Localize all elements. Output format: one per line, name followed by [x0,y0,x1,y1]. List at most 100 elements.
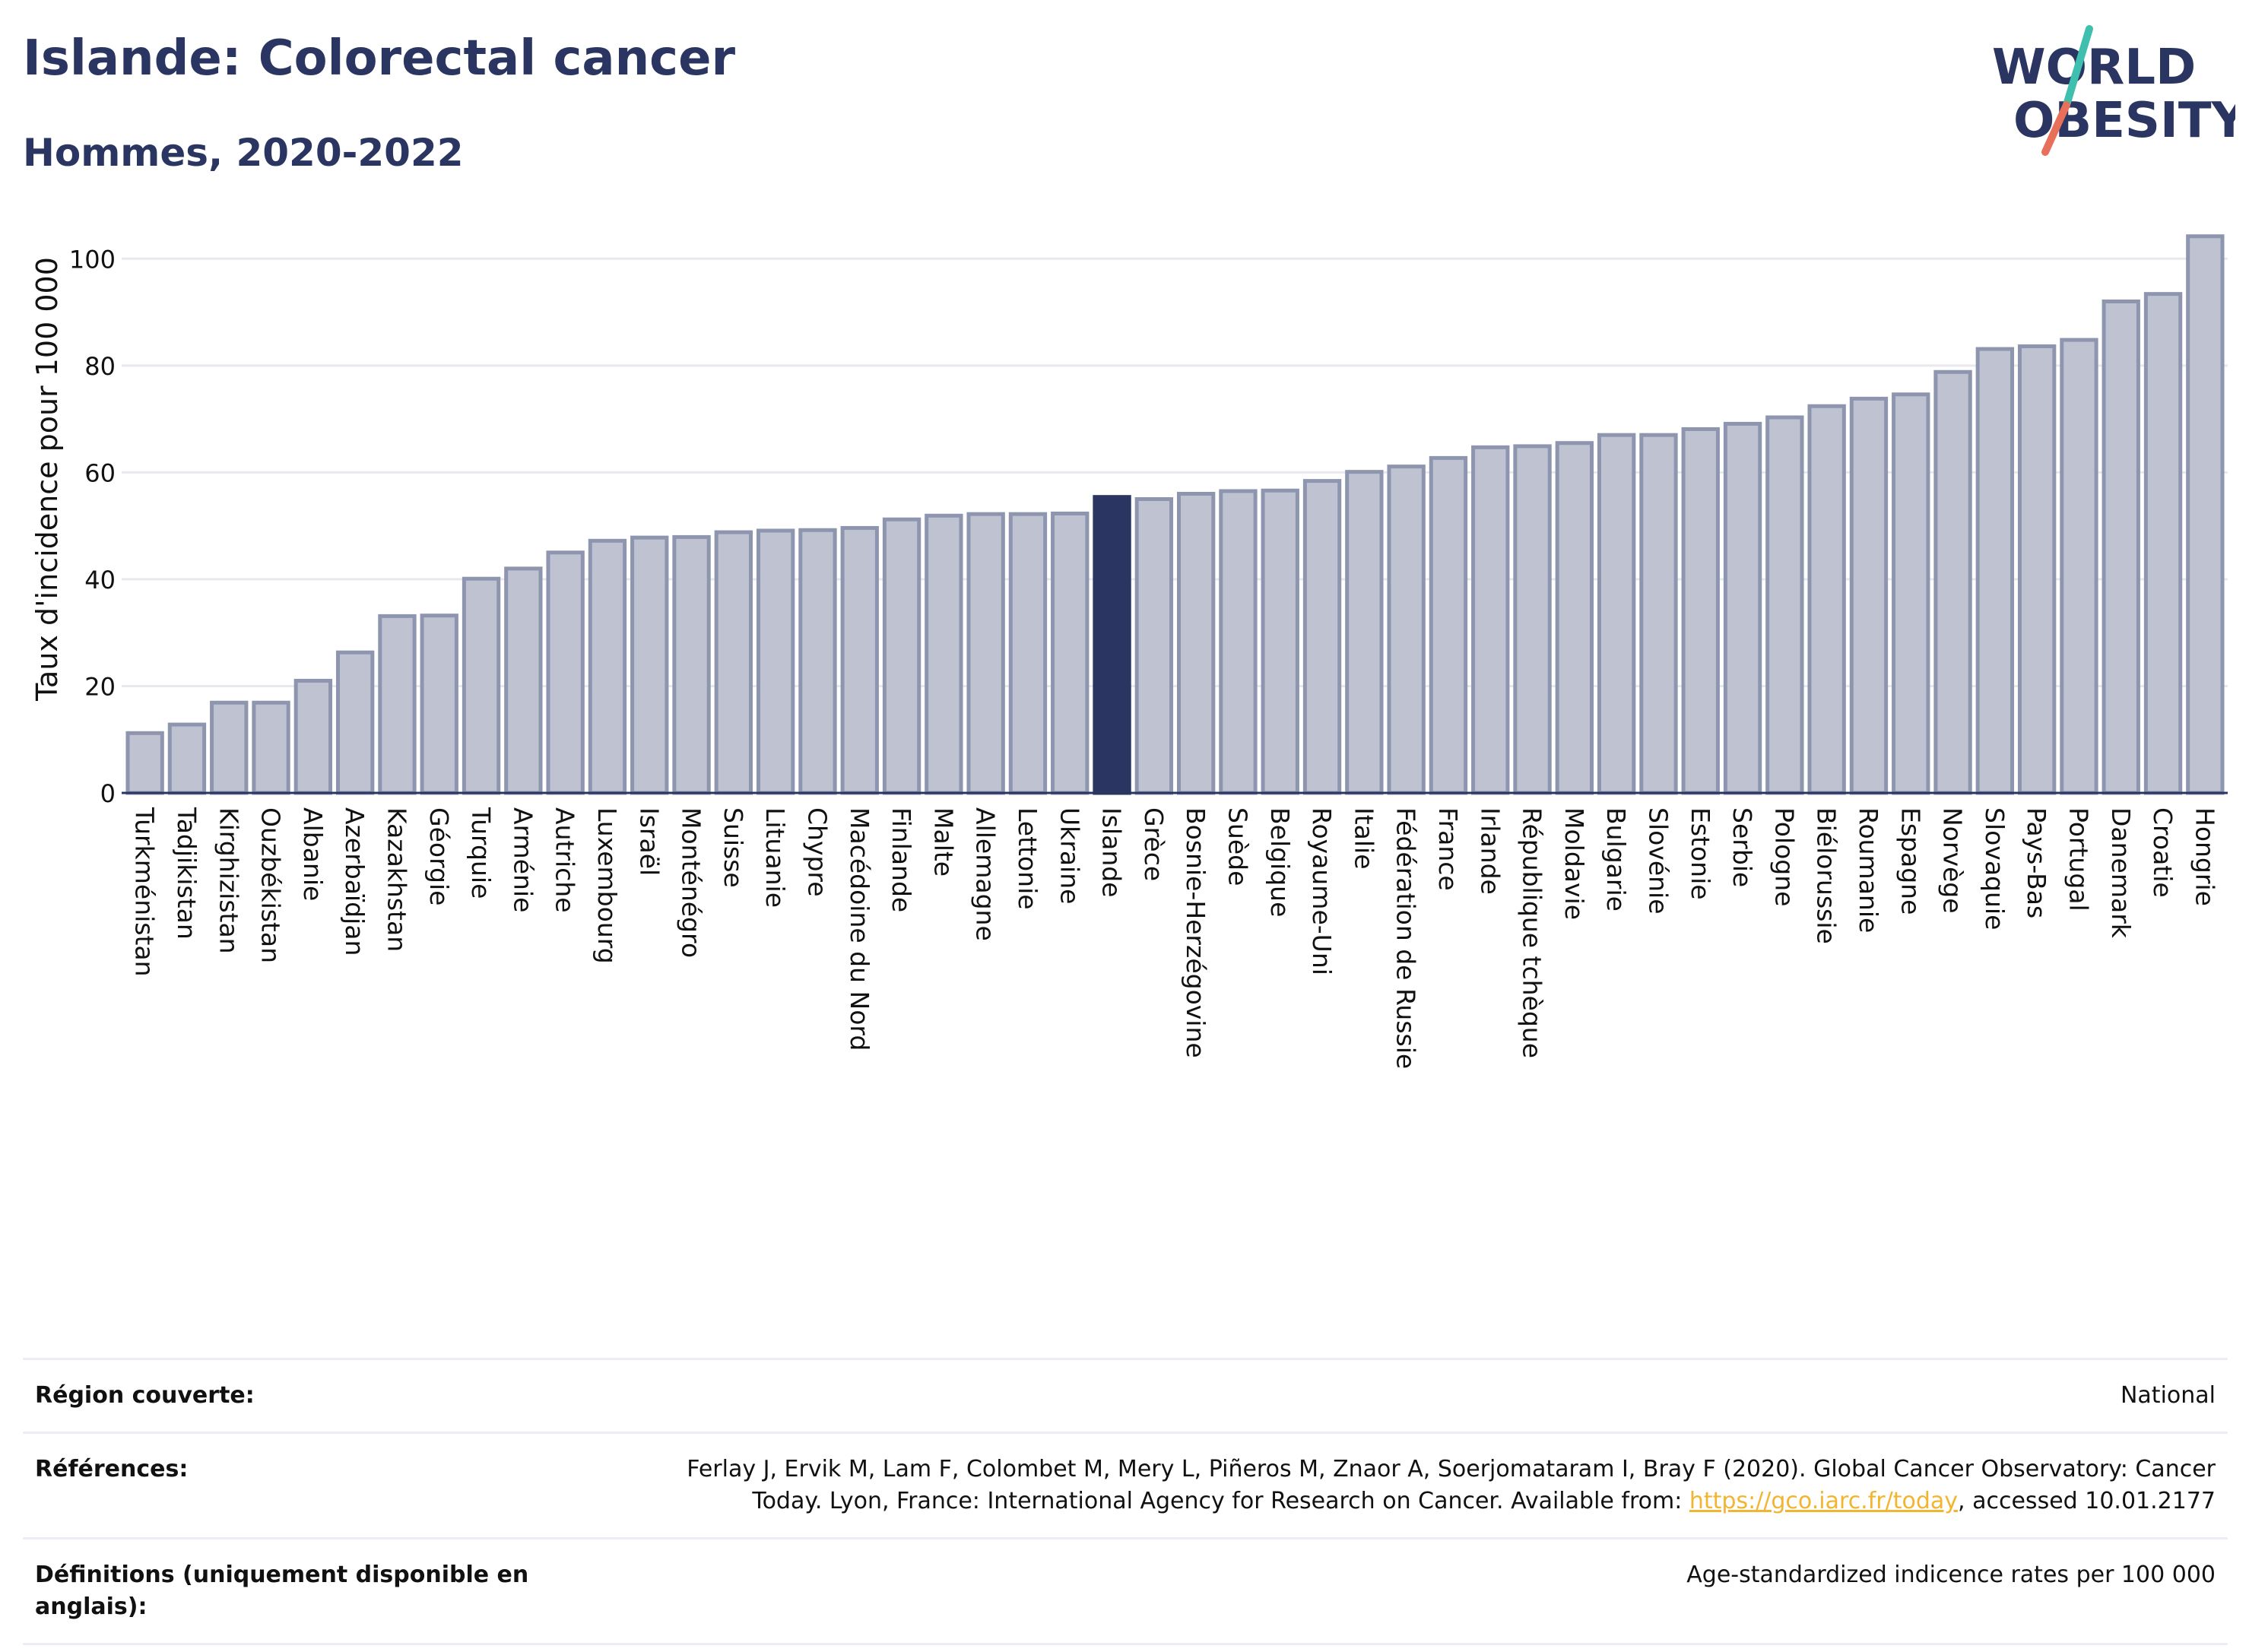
references-link[interactable]: https://gco.iarc.fr/today [1689,1488,1959,1514]
x-tick-label: Finlande [887,807,916,912]
x-tick-label: Suède [1223,807,1252,886]
bar-pays-bas [2017,344,2057,795]
chart-subtitle: Hommes, 2020-2022 [23,131,464,175]
x-tick-label: Israël [634,807,664,876]
references-row: Références: Ferlay J, Ervik M, Lam F, Co… [23,1432,2228,1537]
references-line1: Ferlay J, Ervik M, Lam F, Colombet M, Me… [687,1456,2216,1482]
bar-albanie [293,678,333,795]
x-tick-label: Slovaquie [1980,807,2010,930]
bar-turkm-nistan [125,731,164,795]
bar-suisse [714,530,753,795]
bar-arm-nie [504,566,543,795]
bar-pologne [1765,415,1804,795]
references-accessed: , accessed 10.01.2177 [1958,1488,2216,1514]
bar-france [1429,455,1468,795]
definitions-value: Age-standardized indicence rates per 100… [1686,1562,2216,1588]
bar-bulgarie [1597,433,1636,795]
bar-royaume-uni [1302,479,1342,795]
bar-isra-l [630,535,669,795]
x-tick-label: Kazakhstan [382,807,411,952]
references-value: Ferlay J, Ervik M, Lam F, Colombet M, Me… [674,1434,2228,1537]
bar-roumanie [1849,396,1889,795]
x-tick-label: Grèce [1139,807,1169,881]
x-tick-label: Suisse [718,807,748,888]
x-tick-label: Ukraine [1055,807,1084,904]
definitions-row: Définitions (uniquement disponible en an… [23,1537,2228,1645]
bar-moldavie [1555,441,1594,795]
x-tick-label: Turquie [466,807,496,899]
bar-tadjikistan [167,722,207,795]
x-tick-label: Croatie [2148,807,2178,898]
y-axis-label: Taux d'incidence pour 100 000 [30,257,64,702]
bar-turquie [462,576,501,795]
bar-islande [1093,495,1131,795]
x-tick-labels: Turkménistan Tadjikistan Kirghizistan Ouzbé… [130,807,2220,1069]
bar-serbie [1723,421,1762,795]
logo-slash-coral-icon [2041,101,2070,156]
bar-kazakhstan [378,614,417,795]
x-tick-label: Roumanie [1854,807,1883,933]
x-tick-label: Danemark [2106,807,2136,939]
x-tick-label: Lituanie [760,807,790,908]
bar-ouzb-kistan [252,700,290,795]
logo-slash-teal-icon [2063,25,2093,109]
x-tick-label: Hongrie [2190,807,2219,906]
bar-chart: 0 20 40 60 80 100 Turkménistan Tadjikistan Kirg… [30,234,2228,1069]
bar-bosnie-herz-govine [1176,491,1216,795]
x-tick-label: Arménie [508,807,538,912]
x-tick-label: Turkménistan [130,807,160,977]
bar-lituanie [756,528,795,795]
x-tick-label: Islande [1097,807,1127,897]
bar-italie [1345,470,1384,795]
references-label: Références: [35,1456,189,1482]
x-tick-label: République tchèque [1518,807,1547,1058]
x-tick-label: Malte [928,807,958,877]
bar-malte [925,513,963,795]
bar-r-publique-tch-que [1513,444,1552,795]
definitions-label: Définitions (uniquement disponible en an… [35,1562,529,1620]
x-tick-label: Bulgarie [1601,807,1631,912]
bar-estonie [1681,426,1720,795]
x-tick-label: Lettonie [1013,807,1042,910]
x-tick-label: Bosnie-Herzégovine [1181,807,1210,1058]
x-tick-label: Slovénie [1643,807,1673,915]
bar-ukraine [1051,511,1090,795]
y-tick-labels: 0 20 40 60 80 100 [69,245,116,808]
bars [125,234,2225,795]
bar-danemark [2101,299,2140,795]
x-tick-label: Portugal [2063,807,2093,912]
x-tick-label: Monténégro [677,807,706,958]
bar-irlande [1471,445,1510,795]
y-tick-label: 0 [100,779,116,808]
x-tick-label: Serbie [1727,807,1757,887]
x-tick-label: Belgique [1265,807,1295,917]
bar-f-d-ration-de-russie [1387,465,1426,795]
bar-espagne [1892,392,1930,795]
x-tick-label: Pays-Bas [2022,807,2051,918]
references-line2: Today. Lyon, France: International Agenc… [752,1488,1689,1514]
bar-slov-nie [1639,433,1678,795]
x-tick-label: Espagne [1895,807,1925,915]
x-tick-label: Luxembourg [592,807,622,964]
x-tick-label: Chypre [802,807,832,897]
x-tick-label: Kirghizistan [214,807,243,954]
x-tick-label: Pologne [1769,807,1799,906]
bar-belgique [1261,488,1299,795]
x-tick-label: France [1433,807,1463,891]
x-tick-label: Biélorussie [1812,807,1841,944]
bar-lettonie [1008,512,1048,795]
x-tick-label: Azerbaïdjan [340,807,370,956]
bar-mac-doine-du-nord [840,525,879,795]
bar-g-orgie [420,614,458,795]
region-label: Région couverte: [35,1382,255,1409]
x-tick-label: Norvège [1938,807,1968,914]
region-value: National [2120,1382,2216,1409]
x-tick-label: Royaume-Uni [1307,807,1337,975]
bar-azerba-djan [335,650,375,795]
x-tick-label: Tadjikistan [172,807,201,940]
bar-allemagne [966,512,1005,795]
x-tick-label: Irlande [1475,807,1505,895]
y-tick-label: 20 [84,672,116,701]
world-obesity-logo: WORLD OBESITY [1992,25,2235,156]
bar-gr-ce [1134,497,1174,795]
